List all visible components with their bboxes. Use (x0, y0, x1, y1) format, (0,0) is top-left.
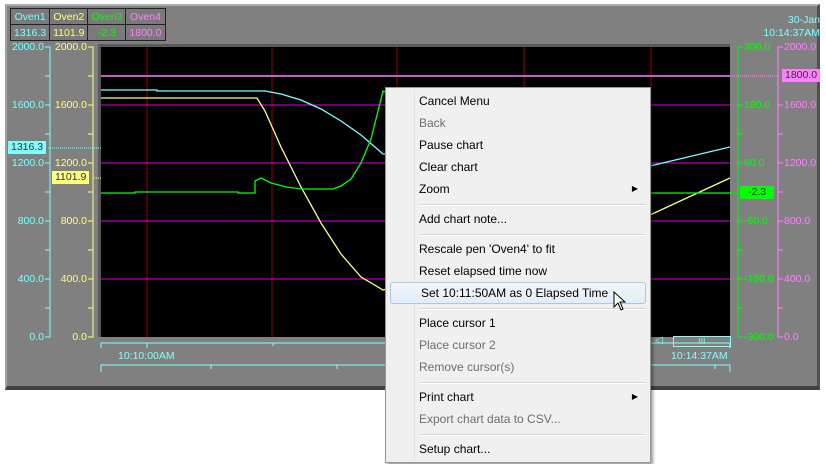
axis-tick-label: 180.0 (744, 99, 771, 111)
menu-item-rescale-pen[interactable]: Rescale pen 'Oven4' to fit (419, 242, 555, 256)
menu-item-print-chart[interactable]: Print chart ▶ (388, 386, 648, 408)
menu-item-back: Back (419, 116, 446, 130)
axis-tick-label: 2000.0 (11, 41, 44, 53)
axis-tick-label: 1200.0 (11, 157, 44, 169)
current-datetime: 30-Jan 10:14:37AM (763, 14, 820, 40)
menu-item-reset-elapsed-time[interactable]: Reset elapsed time now (419, 264, 548, 278)
menu-separator (419, 434, 646, 436)
menu-gutter (414, 90, 415, 460)
value-tag-leaders (48, 75, 780, 194)
axis-tick-label: 2000.0 (784, 41, 817, 53)
menu-item-setup-chart[interactable]: Setup chart... (419, 442, 491, 456)
scroll-left-arrow-icon[interactable]: ◁ (655, 335, 663, 346)
axis-tick-label: 300.0 (744, 41, 771, 53)
axis-tick-label: 400.0 (784, 273, 811, 285)
pen-legend: Oven1 Oven2 Oven3 Oven4 1316.3 1101.9 -2… (9, 8, 166, 41)
axis-tick-label: -180.0 (744, 273, 774, 285)
current-time: 10:14:37AM (763, 27, 820, 39)
axis-tick-label: 1200.0 (784, 157, 817, 169)
legend-pen-value: 1316.3 (9, 24, 51, 41)
oven3-value-tag: -2.3 (740, 186, 775, 199)
menu-item-label: Zoom (419, 182, 450, 196)
menu-item-zoom[interactable]: Zoom ▶ (388, 178, 648, 200)
oven2-value-tag: 1101.9 (52, 171, 90, 184)
legend-pen-name[interactable]: Oven4 (125, 8, 166, 25)
axis-tick-label: 1600.0 (11, 99, 44, 111)
menu-item-label: Print chart (419, 390, 474, 404)
submenu-arrow-icon: ▶ (631, 392, 638, 401)
menu-item-export-csv: Export chart data to CSV... (419, 412, 561, 426)
menu-item-remove-cursors: Remove cursor(s) (419, 360, 515, 374)
legend-pen-value: 1800.0 (125, 24, 166, 41)
axis-tick-label: 0.0 (29, 331, 44, 343)
axis-tick-label: 1200.0 (54, 157, 87, 169)
axis-tick-label: 1600.0 (784, 99, 817, 111)
time-axis-end-label: 10:14:37AM (671, 350, 728, 362)
menu-item-set-elapsed-zero[interactable]: Set 10:11:50AM as 0 Elapsed Time (390, 282, 646, 304)
axis-tick-label: 0.0 (72, 331, 87, 343)
axis-tick-label: -300.0 (744, 331, 774, 343)
menu-separator (419, 308, 646, 310)
axis-tick-label: 800.0 (60, 215, 87, 227)
current-date: 30-Jan (787, 14, 820, 26)
time-axis-start-label: 10:10:00AM (118, 350, 175, 362)
axis-tick-label: 60.0 (744, 157, 765, 169)
legend-pen-value: 1101.9 (49, 24, 89, 41)
menu-item-clear-chart[interactable]: Clear chart (419, 160, 478, 174)
menu-item-pause-chart[interactable]: Pause chart (419, 138, 484, 152)
legend-pen-name[interactable]: Oven3 (87, 8, 127, 25)
context-menu: Cancel Menu Back Pause chart Clear chart… (385, 87, 651, 463)
menu-separator (419, 382, 646, 384)
menu-item-add-chart-note[interactable]: Add chart note... (419, 212, 508, 226)
oven4-axis (777, 46, 783, 338)
axis-tick-label: 400.0 (17, 273, 44, 285)
axis-tick-label: 0.0 (784, 331, 799, 343)
legend-pen-name[interactable]: Oven1 (9, 8, 51, 25)
submenu-arrow-icon: ▶ (631, 184, 638, 193)
oven2-axis (88, 46, 94, 338)
menu-item-place-cursor-1[interactable]: Place cursor 1 (419, 316, 496, 330)
legend-pen-name[interactable]: Oven2 (49, 8, 89, 25)
oven4-value-tag: 1800.0 (782, 69, 821, 82)
oven1-axis (45, 46, 51, 338)
mouse-pointer-icon (613, 291, 627, 311)
axis-tick-label: 1600.0 (54, 99, 87, 111)
menu-item-place-cursor-2: Place cursor 2 (419, 338, 496, 352)
axis-tick-label: -60.0 (744, 215, 768, 227)
oven3-trend (101, 90, 730, 194)
menu-separator (419, 204, 646, 206)
axis-tick-label: 2000.0 (54, 41, 87, 53)
menu-item-cancel-menu[interactable]: Cancel Menu (419, 94, 490, 108)
axis-tick-label: 800.0 (17, 215, 44, 227)
time-scrollbar-thumb[interactable]: III (673, 336, 731, 347)
oven3-axis (737, 46, 743, 338)
axis-tick-label: 800.0 (784, 215, 811, 227)
legend-pen-value: -2.3 (87, 24, 127, 41)
axis-tick-label: 400.0 (60, 273, 87, 285)
menu-separator (419, 234, 646, 236)
oven1-value-tag: 1316.3 (8, 141, 47, 154)
